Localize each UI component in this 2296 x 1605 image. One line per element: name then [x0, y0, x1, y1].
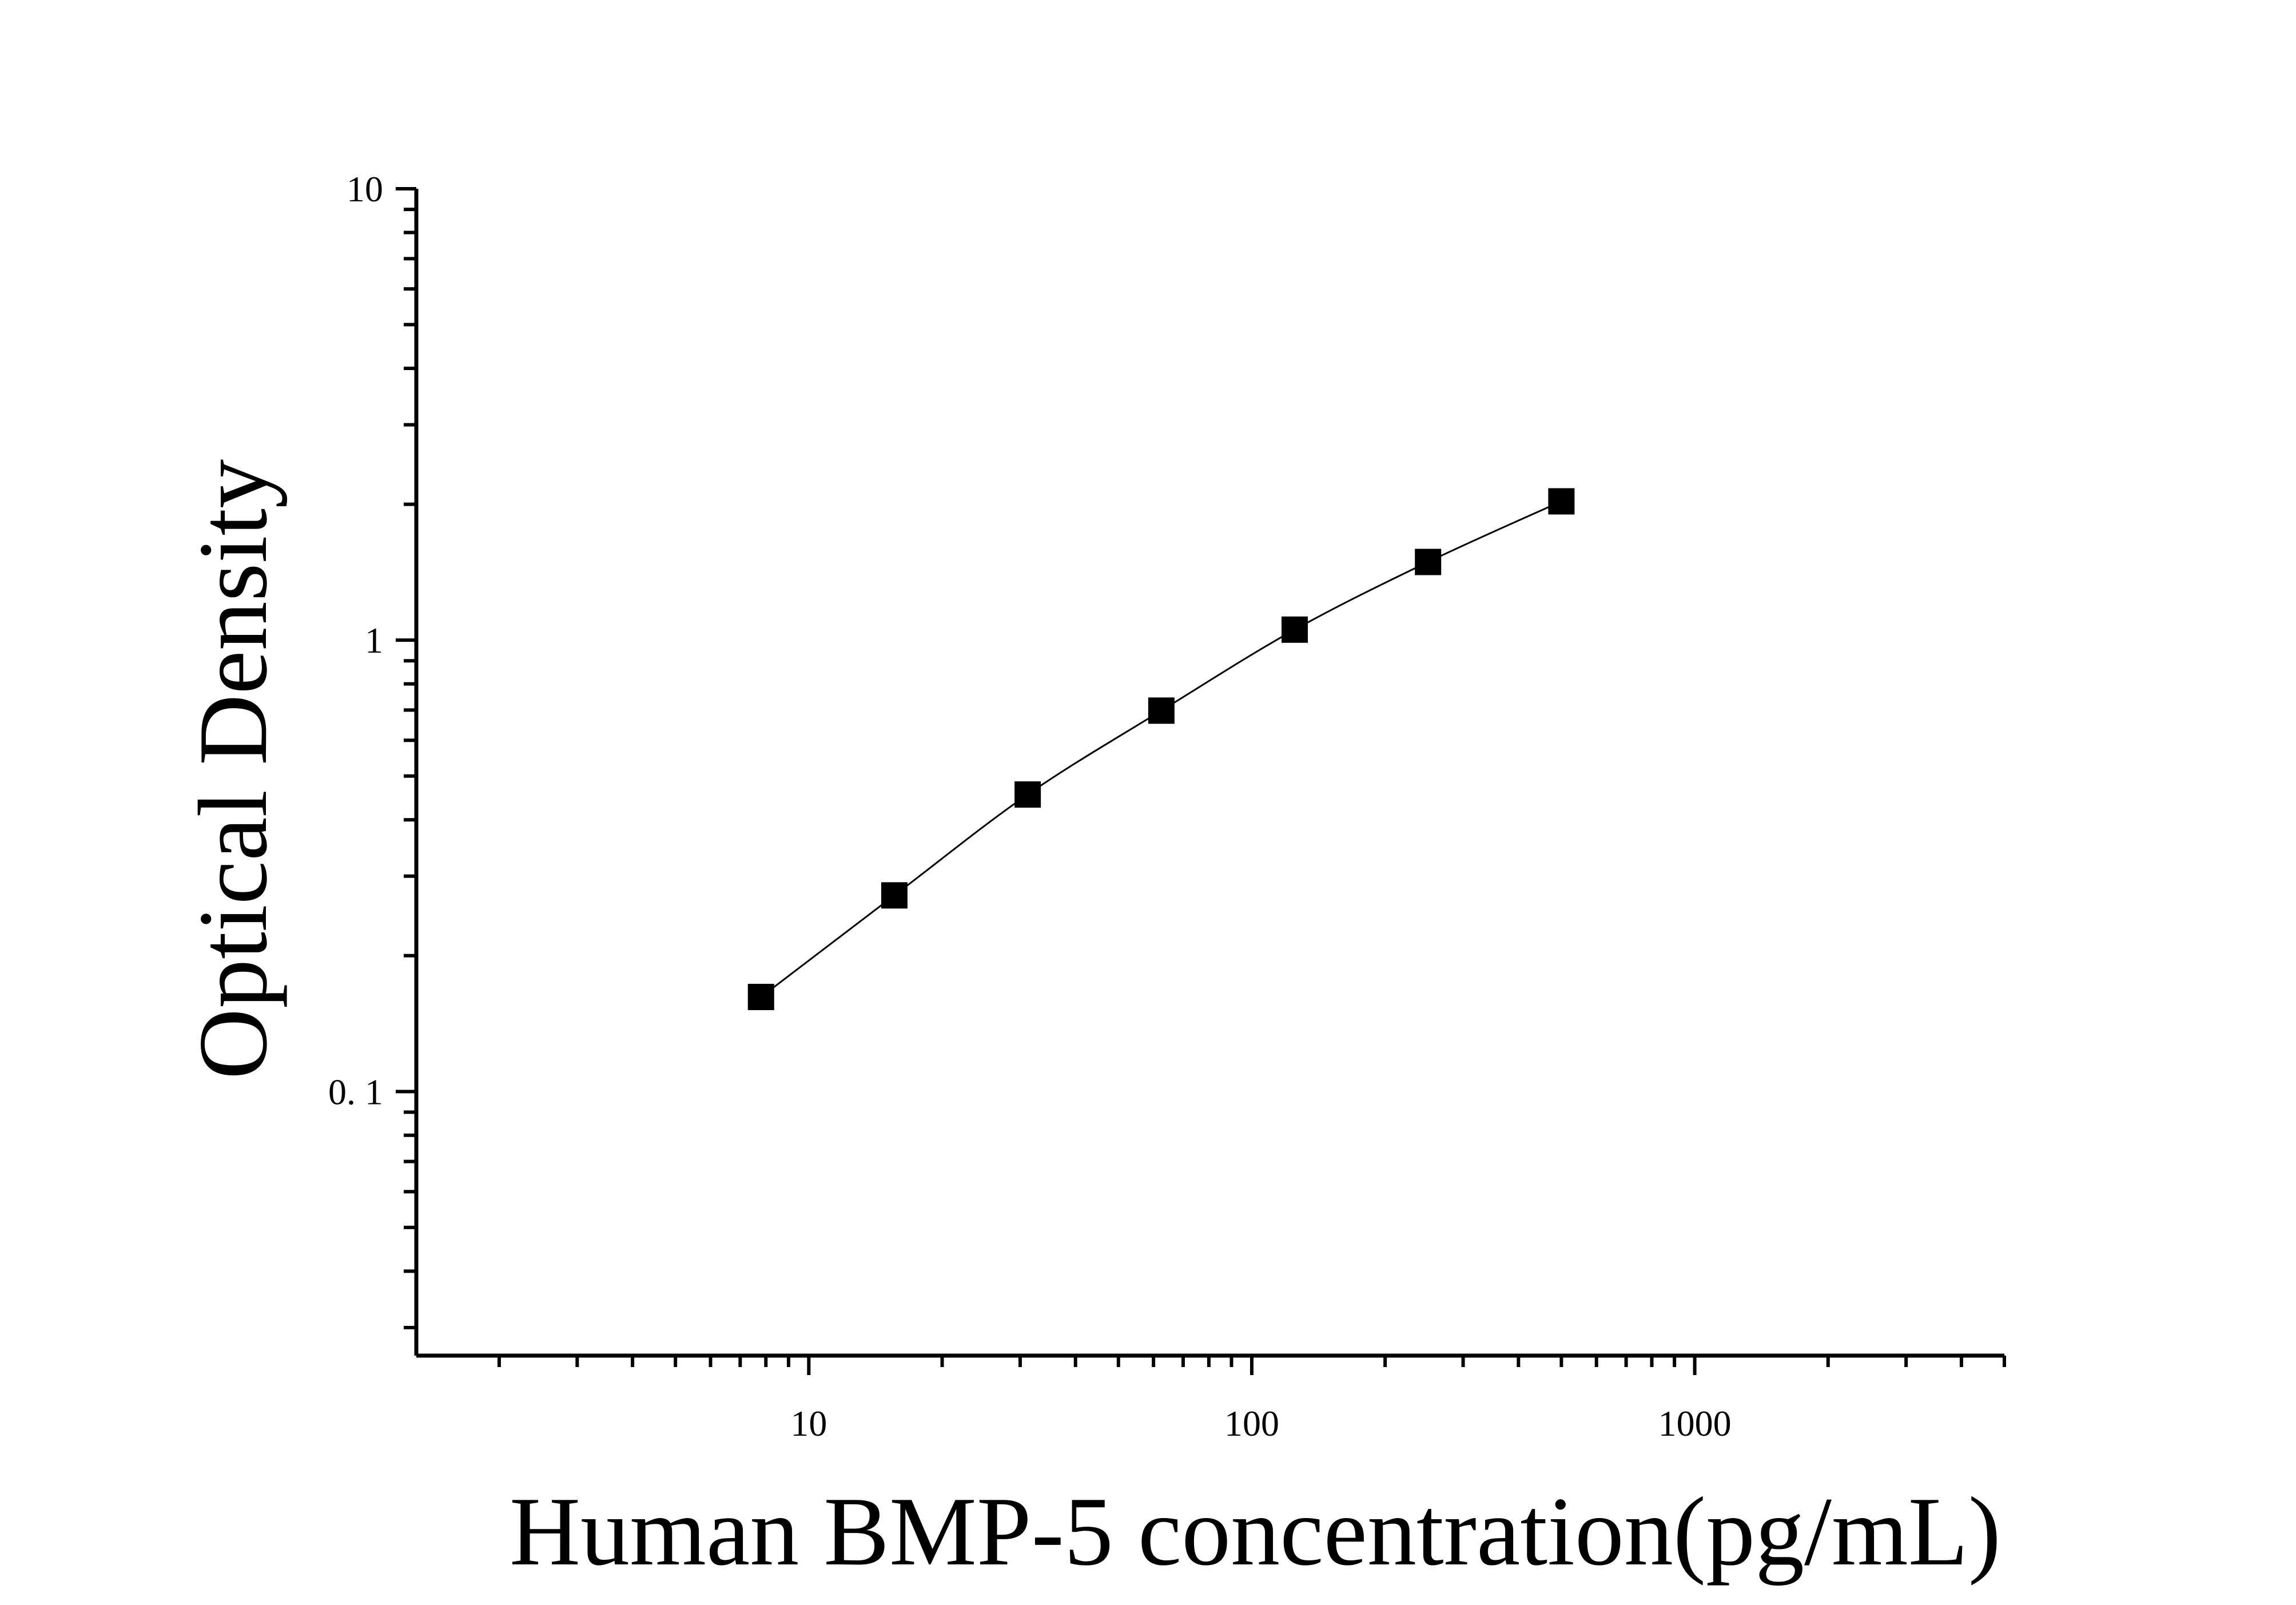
y-tick-label: 0. 1 [328, 1071, 383, 1112]
data-point [1548, 488, 1575, 515]
x-axis-title: Human BMP-5 concentration(pg/mL) [510, 1477, 2001, 1586]
y-axis-title: Optical Density [179, 459, 288, 1079]
data-point [747, 983, 774, 1010]
data-point [1148, 697, 1175, 724]
x-tick-label: 100 [1224, 1403, 1279, 1444]
data-point [1415, 549, 1442, 575]
data-point [881, 882, 908, 909]
plot-area: 10 100 1000 0. 1 1 10 [328, 169, 2006, 1444]
fit-curve [760, 500, 1562, 998]
y-tick-label: 1 [365, 620, 383, 661]
data-point [1014, 781, 1041, 808]
y-tick-label: 10 [347, 169, 383, 209]
data-point [1282, 616, 1308, 643]
x-tick-label: 10 [790, 1403, 827, 1444]
x-tick-label: 1000 [1658, 1403, 1732, 1444]
